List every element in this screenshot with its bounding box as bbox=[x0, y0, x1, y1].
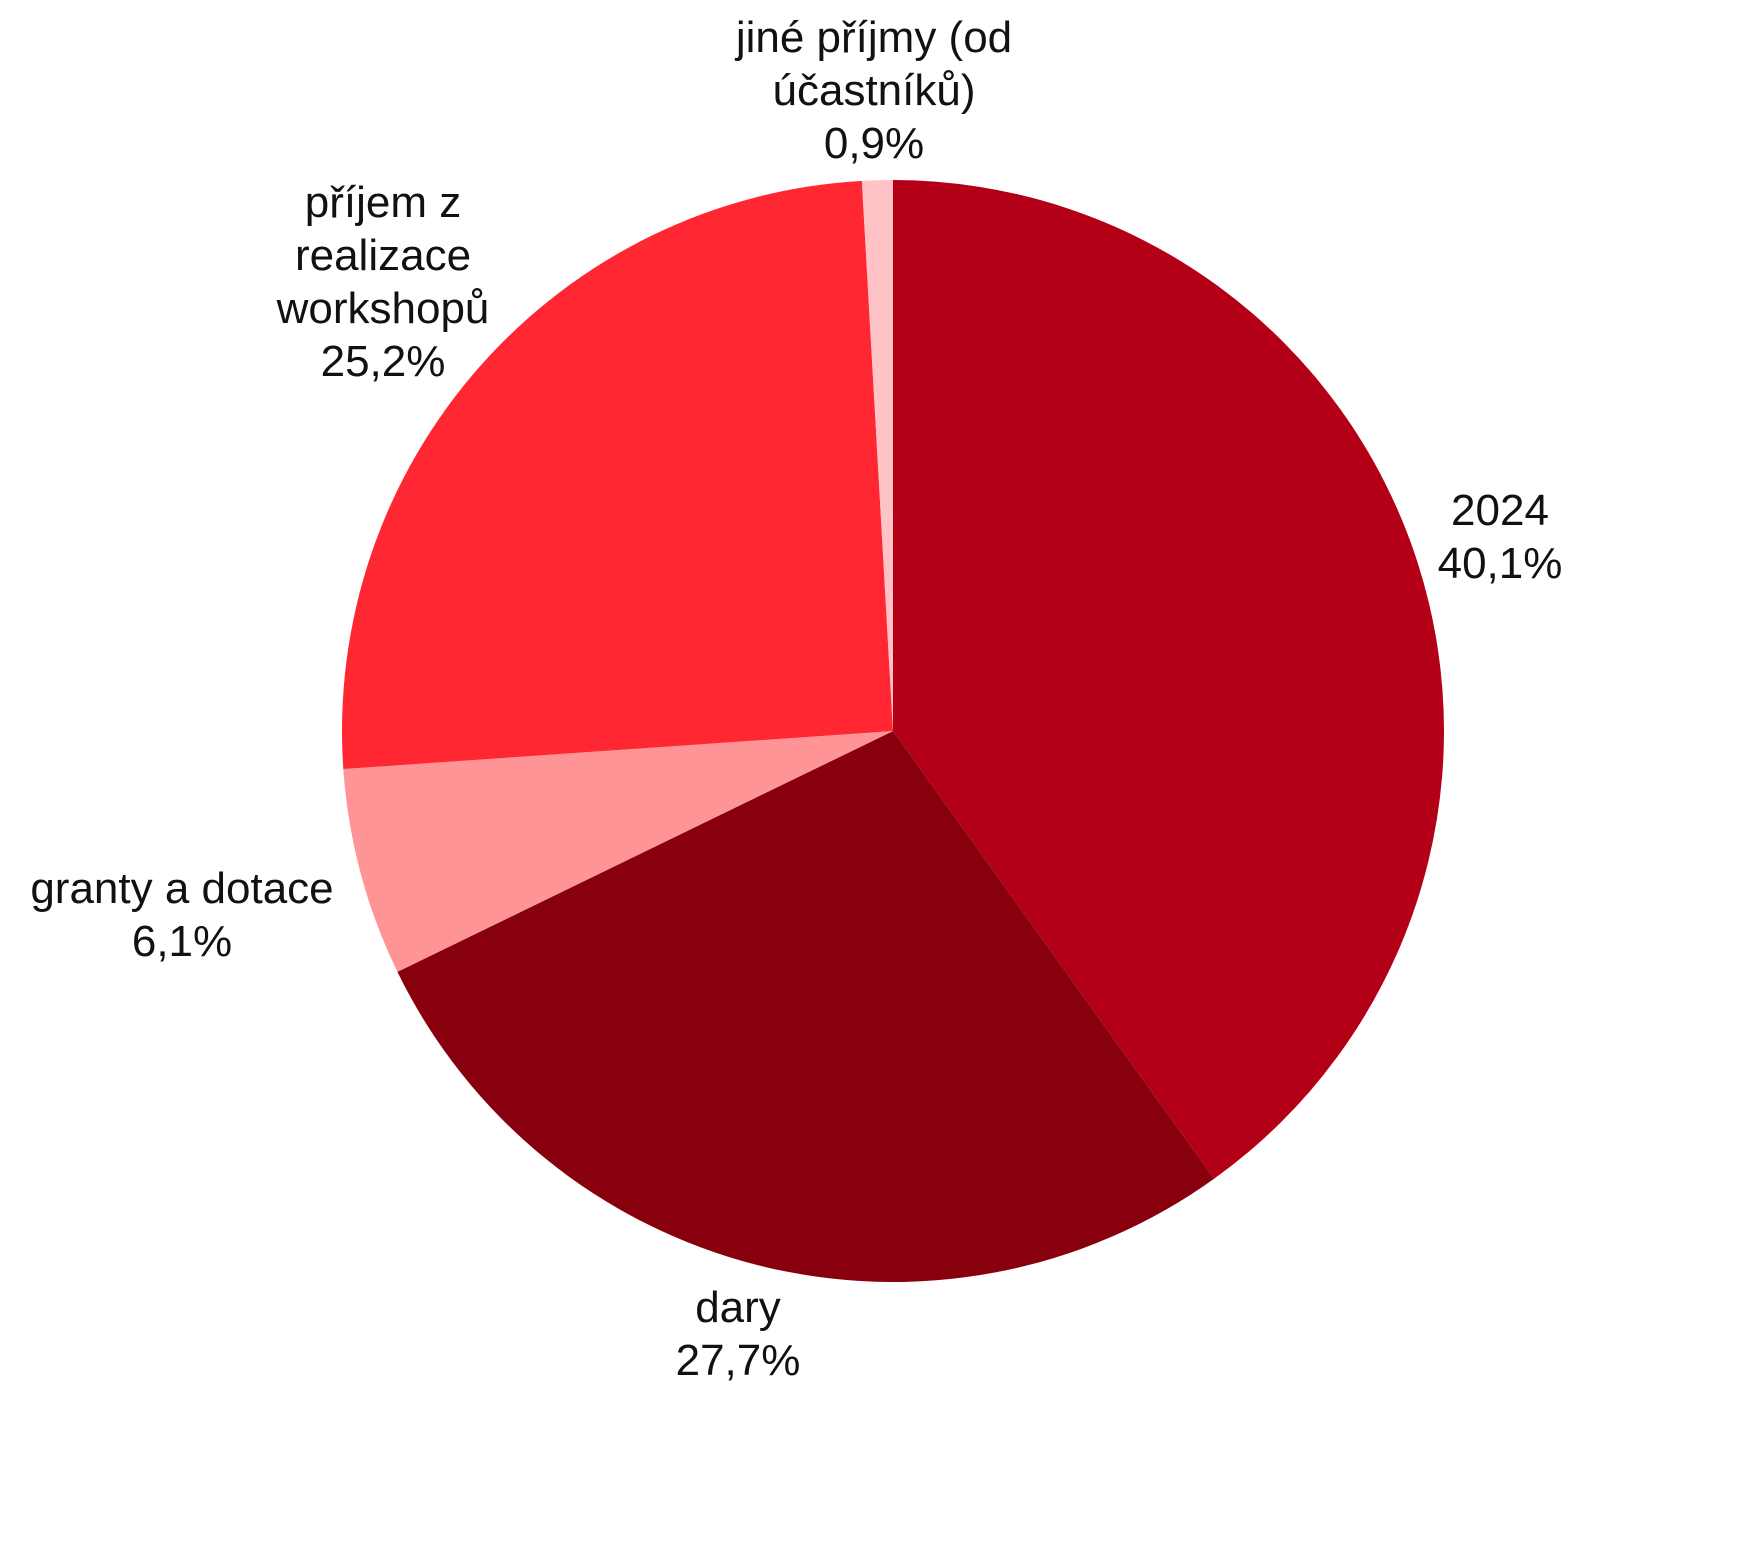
slice-category-label: realizace bbox=[295, 231, 471, 280]
slice-category-label: účastníků) bbox=[773, 66, 976, 115]
slice-category-label: dary bbox=[695, 1283, 781, 1332]
slice-label-3: příjem z realizace workshopů 25,2% bbox=[276, 178, 490, 386]
pie-slices bbox=[342, 180, 1444, 1282]
slice-category-label: 2024 bbox=[1451, 486, 1549, 535]
slice-value-label: 25,2% bbox=[321, 337, 446, 386]
slice-value-label: 0,9% bbox=[824, 119, 924, 168]
slice-label-1: dary 27,7% bbox=[676, 1283, 801, 1385]
slice-labels: 2024 40,1% dary 27,7% granty a dotace 6,1% pří… bbox=[30, 13, 1562, 1385]
pie-slice-1 bbox=[397, 731, 1215, 1282]
slice-category-label: workshopů bbox=[276, 284, 490, 333]
slice-category-label: příjem z bbox=[305, 178, 461, 227]
slice-value-label: 6,1% bbox=[132, 917, 232, 966]
slice-category-label: granty a dotace bbox=[30, 864, 333, 913]
slice-label-0: 2024 40,1% bbox=[1438, 486, 1563, 588]
pie-slice-3 bbox=[342, 180, 894, 770]
slice-value-label: 40,1% bbox=[1438, 539, 1563, 588]
slice-category-label: jiné příjmy (od bbox=[734, 13, 1012, 62]
slice-value-label: 27,7% bbox=[676, 1336, 801, 1385]
pie-slice-4 bbox=[861, 180, 893, 731]
slice-label-2: granty a dotace 6,1% bbox=[30, 864, 333, 966]
slice-label-4: jiné příjmy (od účastníků) 0,9% bbox=[734, 13, 1012, 168]
pie-slice-2 bbox=[343, 731, 893, 972]
pie-slice-0 bbox=[893, 180, 1444, 1179]
